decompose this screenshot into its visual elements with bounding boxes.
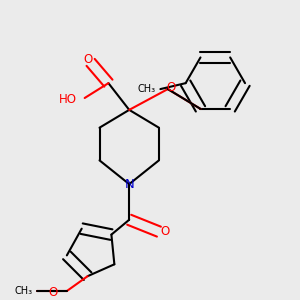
Text: O: O [83, 53, 92, 66]
Text: O: O [160, 225, 170, 238]
Text: O: O [166, 81, 176, 94]
Text: HO: HO [59, 93, 77, 106]
Text: O: O [49, 286, 58, 299]
Text: CH₃: CH₃ [15, 286, 33, 296]
Text: N: N [124, 178, 134, 190]
Text: CH₃: CH₃ [138, 84, 156, 94]
